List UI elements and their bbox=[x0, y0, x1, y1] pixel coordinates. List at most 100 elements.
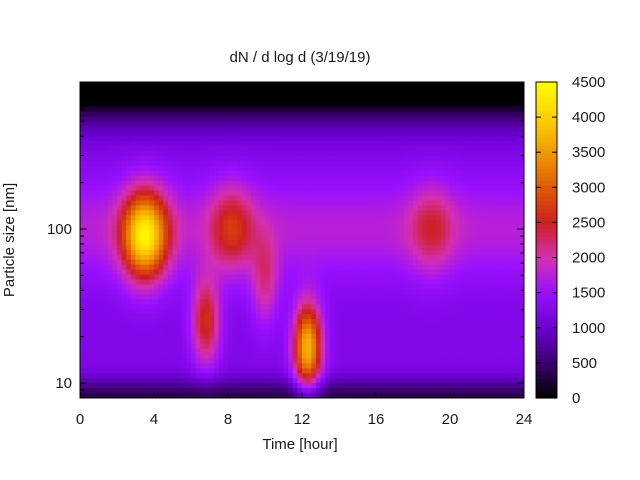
heatmap-cell bbox=[436, 91, 442, 98]
heatmap-cell bbox=[362, 141, 368, 147]
heatmap-cell bbox=[389, 269, 396, 276]
heatmap-cell bbox=[487, 175, 493, 182]
heatmap-cell bbox=[255, 328, 261, 335]
heatmap-cell bbox=[297, 161, 303, 167]
heatmap-cell bbox=[468, 220, 474, 226]
heatmap-cell bbox=[380, 131, 386, 137]
heatmap-cell bbox=[408, 230, 414, 236]
heatmap-cell bbox=[352, 156, 359, 162]
heatmap-cell bbox=[204, 259, 211, 266]
heatmap-cell bbox=[519, 235, 524, 241]
heatmap-cell bbox=[473, 264, 479, 271]
heatmap-cell bbox=[255, 111, 261, 118]
heatmap-cell bbox=[89, 126, 95, 132]
heatmap-cell bbox=[204, 314, 211, 320]
heatmap-cell bbox=[292, 328, 298, 335]
heatmap-cell bbox=[84, 264, 90, 271]
heatmap-cell bbox=[491, 215, 497, 221]
heatmap-cell bbox=[426, 279, 433, 286]
heatmap-cell bbox=[209, 156, 215, 162]
heatmap-cell bbox=[366, 220, 372, 226]
heatmap-cell bbox=[278, 126, 285, 132]
heatmap-cell bbox=[228, 279, 234, 286]
heatmap-cell bbox=[93, 175, 100, 182]
heatmap-cell bbox=[172, 328, 178, 335]
heatmap-cell bbox=[366, 111, 372, 118]
heatmap-cell bbox=[228, 304, 234, 310]
heatmap-cell bbox=[241, 82, 248, 88]
heatmap-cell bbox=[385, 190, 391, 197]
heatmap-cell bbox=[311, 190, 317, 197]
heatmap-cell bbox=[177, 284, 183, 290]
heatmap-cell bbox=[172, 91, 178, 98]
heatmap-cell bbox=[214, 249, 220, 256]
heatmap-cell bbox=[311, 244, 317, 251]
heatmap-cell bbox=[181, 101, 187, 108]
heatmap-cell bbox=[251, 274, 257, 281]
heatmap-cell bbox=[288, 161, 294, 167]
heatmap-cell bbox=[482, 210, 488, 216]
heatmap-cell bbox=[334, 294, 340, 300]
heatmap-cell bbox=[191, 205, 197, 211]
heatmap-cell bbox=[491, 284, 497, 290]
heatmap-cell bbox=[440, 121, 446, 128]
heatmap-cell bbox=[177, 151, 183, 157]
heatmap-cell bbox=[84, 284, 90, 290]
heatmap-cell bbox=[311, 309, 317, 315]
heatmap-cell bbox=[436, 210, 442, 216]
heatmap-cell bbox=[163, 151, 169, 157]
heatmap-cell bbox=[445, 106, 451, 113]
heatmap-cell bbox=[463, 116, 470, 123]
heatmap-cell bbox=[121, 165, 127, 172]
heatmap-cell bbox=[302, 146, 308, 152]
heatmap-cell bbox=[241, 254, 248, 261]
heatmap-cell bbox=[496, 259, 502, 266]
heatmap-cell bbox=[413, 170, 419, 177]
heatmap-cell bbox=[274, 121, 280, 128]
heatmap-cell bbox=[214, 82, 220, 88]
heatmap-cell bbox=[403, 225, 409, 231]
heatmap-cell bbox=[491, 195, 497, 202]
heatmap-cell bbox=[519, 126, 524, 132]
heatmap-cell bbox=[84, 309, 90, 315]
heatmap-cell bbox=[223, 190, 229, 197]
heatmap-cell bbox=[366, 304, 372, 310]
heatmap-cell bbox=[93, 91, 100, 98]
heatmap-cell bbox=[454, 116, 460, 123]
heatmap-cell bbox=[93, 141, 100, 147]
heatmap-cell bbox=[246, 86, 252, 93]
heatmap-cell bbox=[98, 170, 104, 177]
heatmap-cell bbox=[181, 210, 187, 216]
heatmap-cell bbox=[431, 220, 437, 226]
heatmap-cell bbox=[315, 180, 322, 187]
heatmap-cell bbox=[454, 96, 460, 103]
heatmap-cell bbox=[302, 249, 308, 256]
heatmap-cell bbox=[228, 254, 234, 261]
heatmap-cell bbox=[366, 235, 372, 241]
heatmap-cell bbox=[149, 269, 155, 276]
heatmap-cell bbox=[431, 200, 437, 207]
heatmap-cell bbox=[218, 264, 224, 271]
heatmap-cell bbox=[117, 200, 123, 207]
heatmap-cell bbox=[394, 141, 400, 147]
heatmap-cell bbox=[426, 274, 433, 281]
heatmap-cell bbox=[283, 304, 289, 310]
heatmap-cell bbox=[385, 185, 391, 192]
heatmap-cell bbox=[103, 323, 109, 330]
heatmap-cell bbox=[500, 136, 507, 142]
heatmap-cell bbox=[394, 101, 400, 108]
heatmap-cell bbox=[514, 146, 520, 152]
heatmap-cell bbox=[232, 195, 238, 202]
heatmap-cell bbox=[181, 200, 187, 207]
heatmap-cell bbox=[126, 244, 132, 251]
heatmap-cell bbox=[228, 215, 234, 221]
heatmap-cell bbox=[186, 328, 192, 335]
heatmap-cell bbox=[311, 111, 317, 118]
heatmap-cell bbox=[422, 225, 428, 231]
heatmap-cell bbox=[436, 220, 442, 226]
heatmap-cell bbox=[163, 82, 169, 88]
heatmap-cell bbox=[399, 101, 405, 108]
heatmap-cell bbox=[399, 121, 405, 128]
heatmap-cell bbox=[265, 254, 271, 261]
heatmap-cell bbox=[292, 165, 298, 172]
